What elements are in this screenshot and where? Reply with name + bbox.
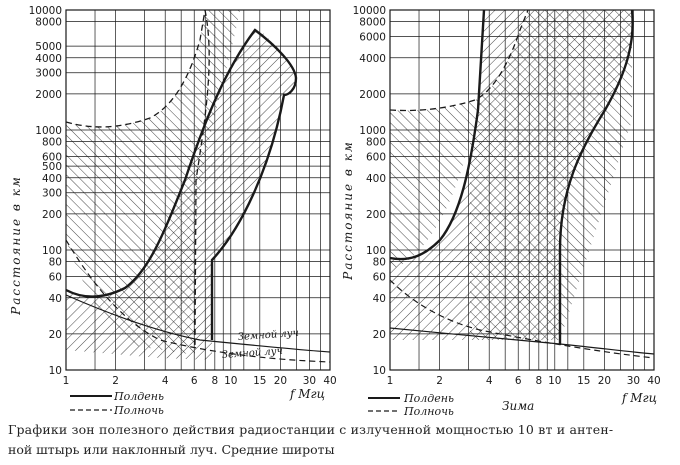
x-tick-label: 15 (577, 375, 590, 387)
x-tick-label: 4 (162, 375, 169, 387)
y-tick-label: 200 (42, 209, 62, 221)
y-tick-label: 10000 (29, 5, 62, 17)
y-tick-label: 6000 (359, 32, 386, 44)
x-tick-label: 15 (253, 375, 266, 387)
y-tick-label: 400 (366, 173, 386, 185)
y-tick-label: 60 (49, 272, 62, 284)
left-ground-wave-night (65, 239, 331, 363)
y-tick-label: 800 (42, 137, 62, 149)
x-tick-label: 30 (627, 375, 640, 387)
y-tick-label: 80 (49, 257, 62, 269)
y-tick-label: 10000 (353, 5, 386, 17)
x-tick-label: 2 (112, 375, 119, 387)
right-season-label: Зима (502, 399, 534, 413)
caption-line-2: ной штырь или наклонный луч. Средние шир… (8, 442, 335, 457)
figure-caption: Графики зон полезного действия радиостан… (8, 420, 672, 460)
y-tick-label: 1000 (359, 125, 386, 137)
left-legend-noon: Полдень (113, 390, 164, 403)
y-tick-label: 80 (373, 257, 386, 269)
x-tick-label: 1 (63, 375, 70, 387)
right-ground-wave-night (389, 279, 655, 359)
x-tick-label: 40 (647, 375, 660, 387)
right-legend-night: Полночь (403, 405, 454, 418)
y-tick-label: 2000 (35, 89, 62, 101)
y-tick-label: 10 (373, 365, 386, 377)
left-x-axis-label: f Мгц (289, 387, 325, 401)
y-tick-label: 2000 (359, 89, 386, 101)
y-tick-label: 600 (366, 152, 386, 164)
x-tick-label: 40 (323, 375, 336, 387)
y-tick-label: 3000 (35, 68, 62, 80)
x-tick-label: 2 (436, 375, 443, 387)
x-tick-label: 20 (598, 375, 611, 387)
y-tick-label: 4000 (359, 53, 386, 65)
right-night-zone (390, 10, 632, 340)
left-night-zone (66, 10, 240, 355)
left-y-axis-label: Расстояние в км (9, 175, 23, 316)
x-tick-label: 8 (535, 375, 542, 387)
y-tick-label: 600 (42, 152, 62, 164)
left-ground-wave-label-1: Земной луч (237, 328, 299, 343)
y-tick-label: 8000 (359, 17, 386, 29)
left-noon-curve (65, 28, 298, 340)
y-tick-label: 300 (42, 188, 62, 200)
right-ground-wave-noon (389, 327, 655, 355)
y-tick-label: 10 (49, 365, 62, 377)
y-tick-label: 5000 (35, 41, 62, 53)
left-night-curve (65, 9, 210, 346)
y-tick-label: 4000 (35, 53, 62, 65)
y-tick-label: 500 (42, 161, 62, 173)
y-tick-label: 100 (366, 245, 386, 257)
right-night-curve (389, 9, 529, 112)
y-tick-label: 200 (366, 209, 386, 221)
x-tick-label: 6 (515, 375, 522, 387)
x-tick-label: 6 (191, 375, 198, 387)
left-ground-wave-label-2: Земной луч (221, 346, 283, 361)
y-tick-label: 20 (373, 329, 386, 341)
x-tick-label: 10 (548, 375, 561, 387)
x-tick-label: 10 (224, 375, 237, 387)
x-tick-label: 20 (274, 375, 287, 387)
right-noon-curve (389, 9, 634, 345)
y-tick-label: 40 (49, 293, 62, 305)
left-legend-night: Полночь (113, 404, 164, 417)
x-tick-label: 4 (486, 375, 493, 387)
x-tick-label: 1 (387, 375, 394, 387)
y-tick-label: 40 (373, 293, 386, 305)
x-tick-label: 30 (303, 375, 316, 387)
y-tick-label: 1000 (35, 125, 62, 137)
y-tick-label: 8000 (35, 17, 62, 29)
caption-line-1: Графики зон полезного действия радиостан… (8, 422, 614, 437)
left-ground-wave-noon (65, 294, 331, 353)
y-tick-label: 20 (49, 329, 62, 341)
right-y-axis-label: Расстояние в км (341, 140, 355, 281)
x-tick-label: 8 (211, 375, 218, 387)
right-legend-noon: Полдень (403, 392, 454, 405)
y-tick-label: 800 (366, 137, 386, 149)
y-tick-label: 60 (373, 272, 386, 284)
y-tick-label: 400 (42, 173, 62, 185)
right-x-axis-label: f Мгц (621, 391, 657, 405)
y-tick-label: 100 (42, 245, 62, 257)
